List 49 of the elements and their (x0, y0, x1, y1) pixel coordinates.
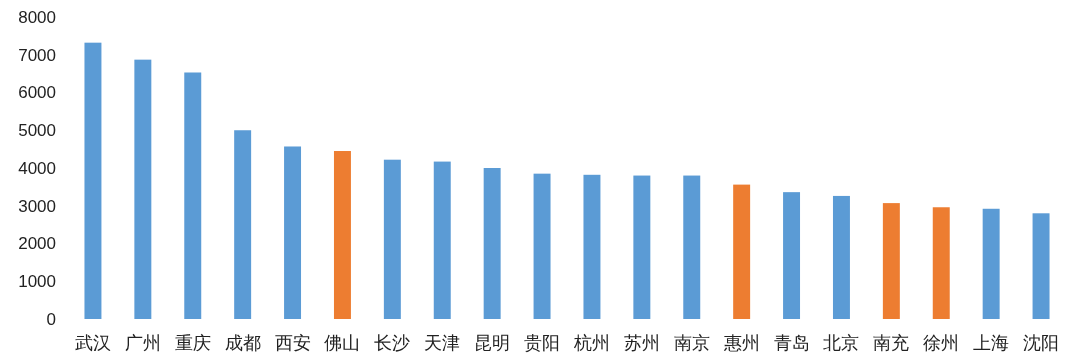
bar (184, 72, 202, 319)
bar (134, 59, 152, 319)
bar (583, 174, 601, 319)
x-tick-label: 西安 (274, 333, 311, 353)
x-tick-label: 青岛 (773, 333, 810, 353)
x-tick-label: 广州 (124, 333, 161, 353)
bar (733, 184, 751, 319)
x-tick-label: 重庆 (174, 333, 211, 353)
x-tick-label: 贵阳 (524, 333, 561, 353)
bar (333, 151, 351, 319)
y-tick-label: 3000 (18, 196, 56, 216)
y-tick-label: 1000 (18, 272, 56, 292)
bar (84, 42, 102, 319)
x-tick-label: 佛山 (324, 333, 361, 353)
bar (1032, 213, 1050, 319)
bar (832, 195, 850, 319)
x-tick-label: 南充 (873, 333, 910, 353)
x-tick-label: 武汉 (74, 333, 111, 353)
y-tick-label: 6000 (18, 83, 56, 103)
bar (234, 130, 252, 319)
bar (533, 173, 551, 319)
x-tick-label: 沈阳 (1023, 333, 1060, 353)
x-tick-label: 惠州 (722, 333, 760, 353)
x-tick-label: 成都 (224, 333, 261, 353)
x-tick-label: 上海 (973, 333, 1010, 353)
x-tick-label: 昆明 (474, 333, 511, 353)
x-tick-label: 南京 (673, 333, 710, 353)
bar (433, 161, 451, 319)
bar (383, 159, 401, 319)
bar (284, 146, 302, 319)
y-tick-label: 5000 (18, 121, 56, 141)
y-tick-label: 4000 (18, 158, 56, 178)
bar (683, 175, 701, 319)
y-tick-label: 0 (46, 309, 56, 329)
bar (882, 203, 900, 319)
x-tick-label: 杭州 (572, 333, 610, 353)
bar (783, 192, 801, 319)
bar (633, 175, 651, 319)
bar (982, 208, 1000, 319)
x-tick-label: 苏州 (623, 333, 660, 353)
y-tick-label: 7000 (18, 45, 56, 65)
x-tick-label: 长沙 (374, 333, 411, 353)
y-tick-label: 2000 (18, 234, 56, 254)
x-tick-label: 天津 (424, 333, 461, 353)
x-tick-label: 徐州 (923, 333, 960, 353)
x-tick-label: 北京 (823, 333, 860, 353)
bar (483, 168, 501, 319)
y-tick-label: 8000 (18, 7, 56, 27)
bar (932, 207, 950, 319)
